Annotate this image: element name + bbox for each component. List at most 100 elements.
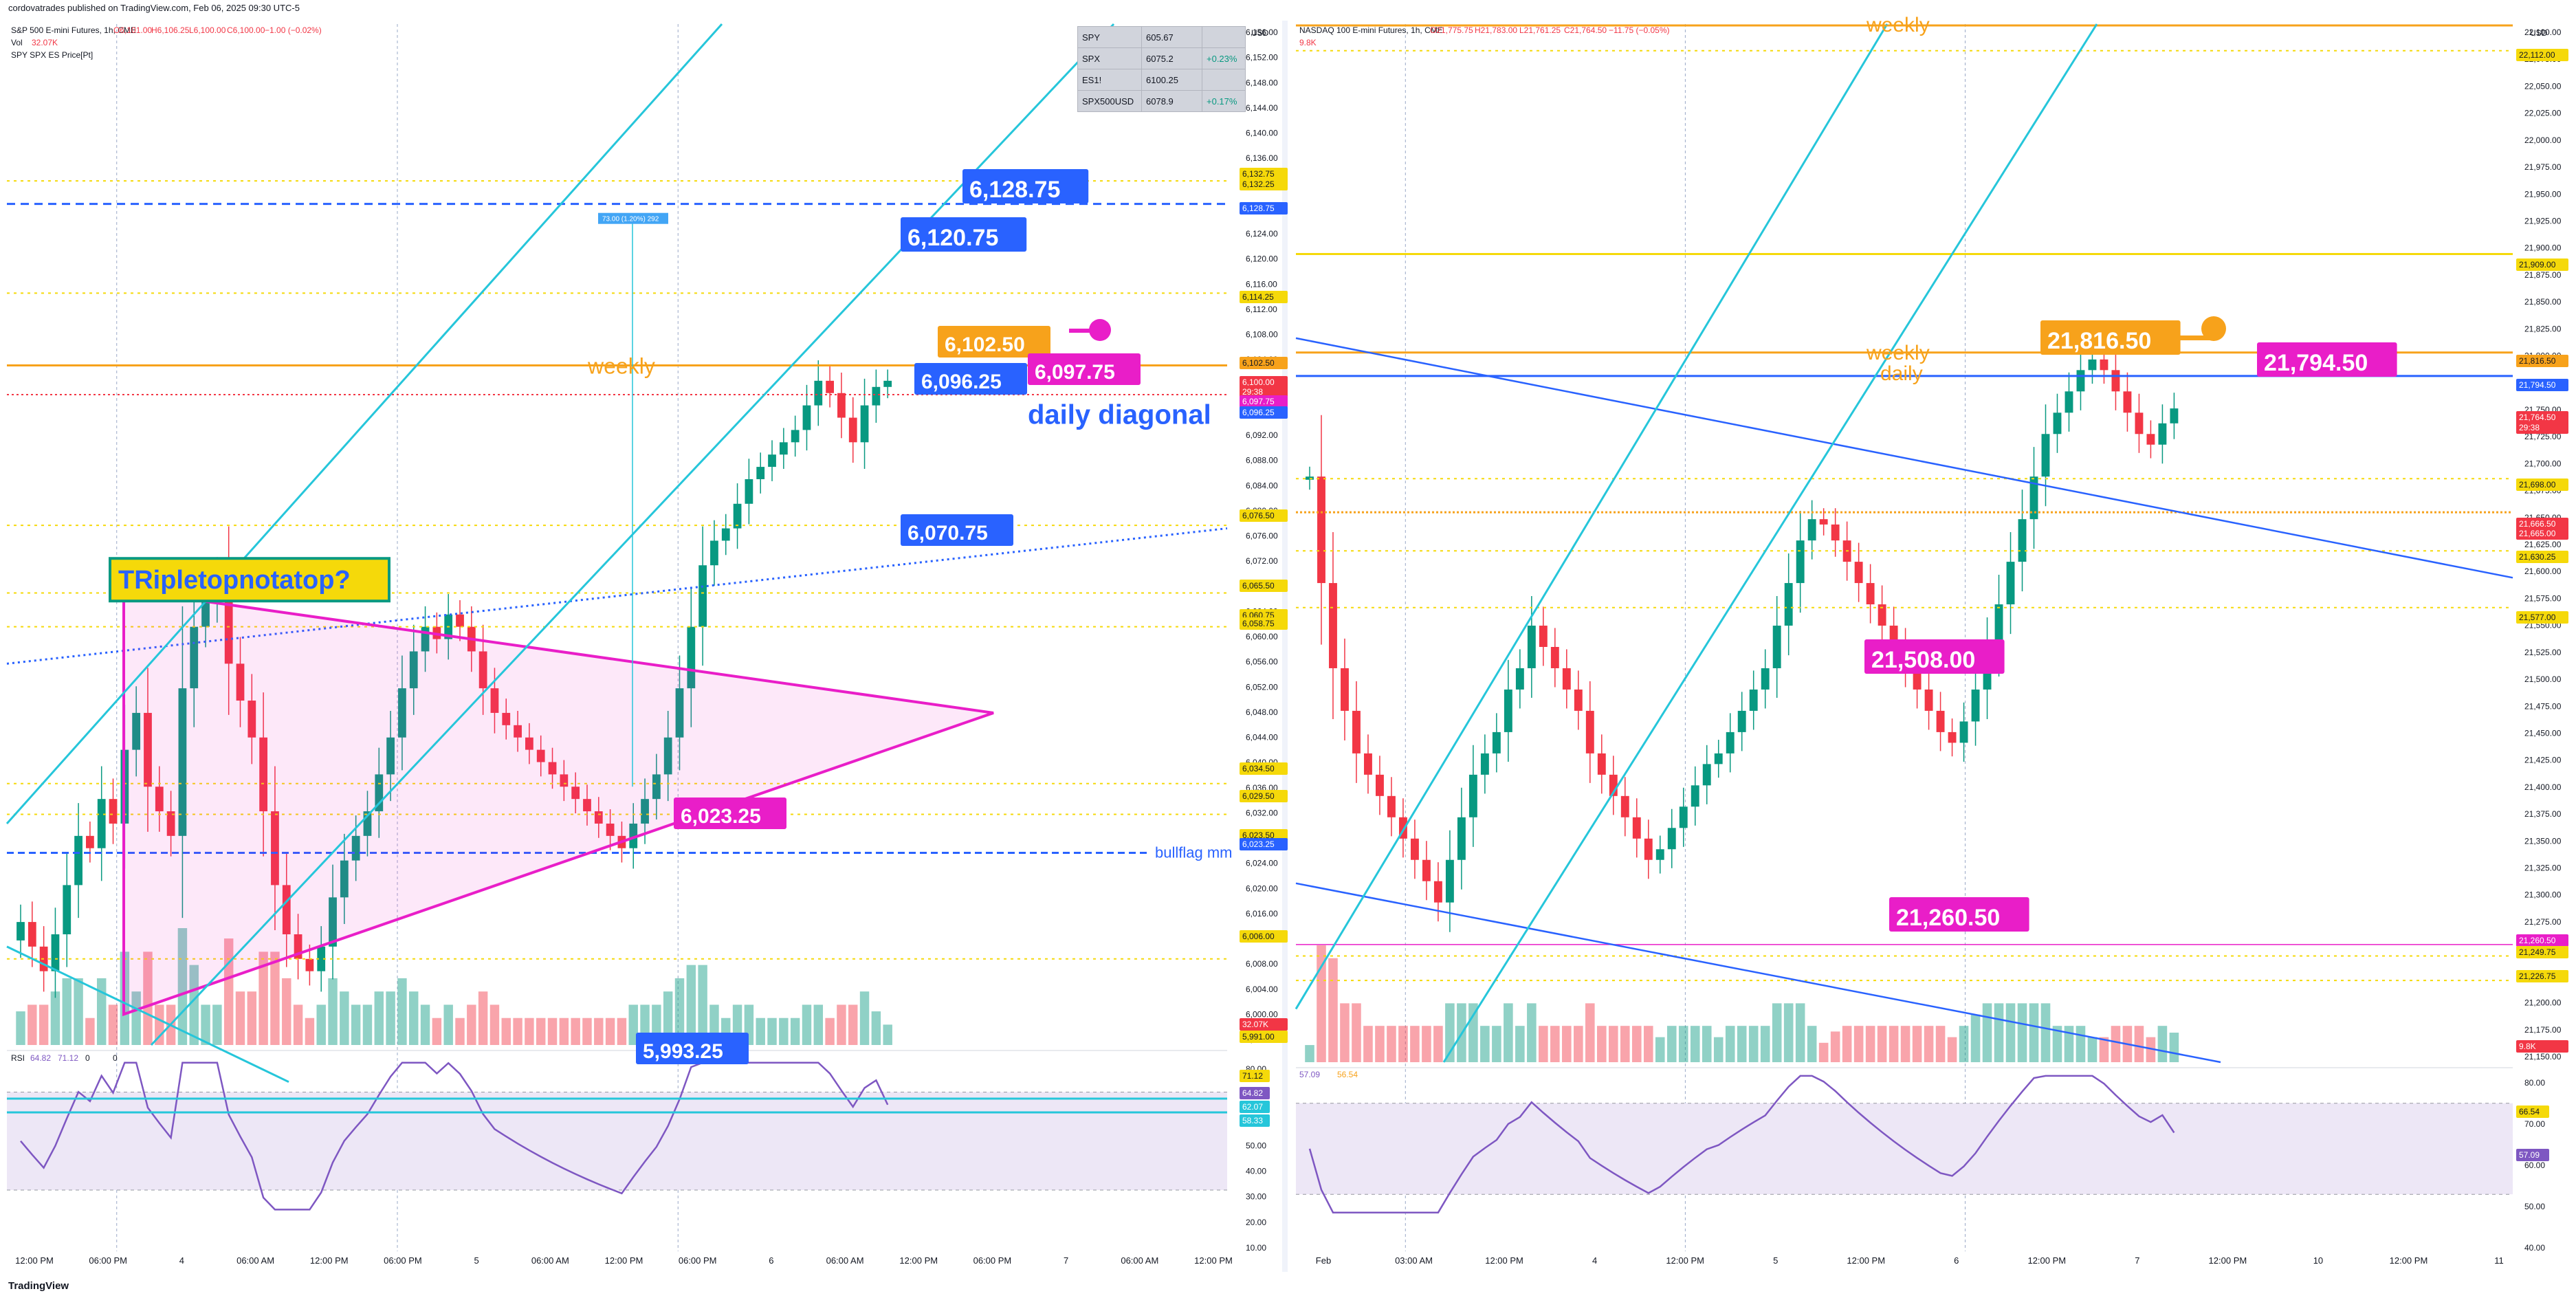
left-price-badge-0-bg	[1240, 168, 1288, 180]
right-volume-bar	[1422, 1026, 1431, 1062]
right-volume-bar	[1818, 1042, 1829, 1062]
left-candle	[224, 578, 233, 664]
right-candle	[1796, 540, 1805, 584]
right-volume-bar	[2111, 1026, 2121, 1062]
right-candle	[2041, 434, 2050, 477]
right-price-badge-7: 21,666.50	[2519, 519, 2556, 529]
right-volume-bar	[2099, 1037, 2109, 1062]
left-volume-bar	[374, 991, 384, 1045]
left-weekly-label: weekly	[587, 353, 655, 378]
left-candle	[583, 799, 591, 812]
right-label-21794-bg	[2257, 342, 2397, 377]
right-candle	[2135, 412, 2144, 434]
left-candle	[502, 712, 511, 725]
right-candle	[1609, 774, 1618, 796]
left-candle	[282, 885, 291, 934]
left-ohlc-1: H6,106.25	[151, 25, 190, 35]
left-rsi-badge-1-bg	[1240, 1087, 1270, 1099]
left-time-label: 06:00 AM	[531, 1255, 569, 1266]
left-candle	[305, 958, 314, 971]
right-time-label: 12:00 PM	[1847, 1255, 1885, 1266]
left-price-tick: 6,020.00	[1246, 883, 1278, 893]
right-channel-lower	[1442, 23, 2098, 1063]
left-price-badge-2-bg	[1240, 202, 1288, 214]
right-price-tick: 22,000.00	[2524, 135, 2562, 145]
left-volume-bar	[848, 1004, 858, 1045]
right-price-badge-3: 21,794.50	[2519, 380, 2556, 390]
right-candle	[1679, 806, 1688, 828]
left-candle	[271, 811, 279, 886]
comparison-cell	[1202, 69, 1246, 91]
right-volume-bar	[1643, 1026, 1653, 1062]
left-candle	[652, 774, 661, 800]
right-candle	[1632, 817, 1641, 839]
left-ohlc-0: O6,101.00	[113, 25, 152, 35]
left-volume-bar	[617, 1018, 627, 1045]
left-price-badge-3: 6,114.25	[1242, 292, 1274, 302]
left-candle	[398, 688, 406, 738]
right-volume-bar	[1608, 1026, 1618, 1062]
right-time-label: 10	[2313, 1255, 2323, 1266]
right-price-badge-1: 21,909.00	[2519, 260, 2556, 270]
right-price-badge-6-bg	[2516, 478, 2568, 491]
left-rsi-tick: 30.00	[1246, 1192, 1266, 1202]
right-volume-bar	[1340, 1003, 1350, 1062]
left-candle	[698, 565, 707, 627]
right-candle	[1866, 583, 1875, 605]
right-volume-bar	[1597, 1026, 1607, 1062]
left-price-tick: 6,124.00	[1246, 229, 1278, 239]
right-price-tick: 21,450.00	[2524, 728, 2562, 738]
left-volume-bar	[305, 1018, 315, 1045]
right-price-badge-7-bg	[2516, 518, 2568, 530]
left-time-label: 6	[769, 1255, 773, 1266]
right-volume-bar	[1737, 1026, 1747, 1062]
right-price-badge-12-bg	[2516, 946, 2568, 958]
right-volume-bar	[1410, 1026, 1420, 1062]
right-time-label: 12:00 PM	[1666, 1255, 1704, 1266]
right-price-tick: 21,175.00	[2524, 1025, 2562, 1035]
left-price-badge-16: 6,023.25	[1242, 839, 1275, 849]
left-time-label: 12:00 PM	[310, 1255, 349, 1266]
left-time-label: 4	[179, 1255, 184, 1266]
right-candle	[1726, 732, 1735, 754]
right-time-label: 12:00 PM	[1485, 1255, 1523, 1266]
left-volume-bar	[143, 952, 153, 1045]
left-label-6070-bg	[901, 514, 1013, 546]
right-rsi-line	[1308, 1075, 2175, 1213]
right-rsi-badge-0-bg	[2516, 1106, 2549, 1118]
right-volume-bar	[1328, 958, 1338, 1062]
left-price-tick: 6,044.00	[1246, 733, 1278, 742]
left-price-tick: 6,052.00	[1246, 682, 1278, 692]
left-volume-bar	[571, 1018, 580, 1045]
left-volume-bar	[594, 1018, 604, 1045]
left-rsi-badge-3-bg	[1240, 1114, 1270, 1127]
right-price-tick: 21,150.00	[2524, 1052, 2562, 1062]
right-key-shaft-icon	[2179, 336, 2211, 340]
right-volume-bar	[1550, 1026, 1560, 1062]
right-ohlc-1: H21,783.00	[1475, 25, 1517, 35]
left-candle	[201, 602, 210, 627]
right-candle	[1807, 519, 1816, 541]
right-weekly-label: weekly	[1866, 342, 1930, 364]
left-rsi-tick: 20.00	[1246, 1218, 1266, 1227]
right-volume-bar	[1631, 1026, 1642, 1062]
right-volume-bar	[1760, 1026, 1770, 1062]
right-price-badge-3-bg	[2516, 379, 2568, 391]
right-label-21816-bg	[2040, 320, 2181, 355]
left-candle	[571, 786, 580, 800]
right-candle	[1504, 689, 1512, 732]
left-price-badge-15: 6,023.50	[1242, 830, 1275, 840]
left-volume-bar	[258, 952, 268, 1045]
comparison-cell: 6100.25	[1141, 69, 1202, 91]
left-label-5993: 5,993.25	[643, 1040, 723, 1063]
left-label-6097: 6,097.75	[1035, 361, 1115, 384]
left-volume-bar	[38, 1004, 49, 1045]
right-candle	[1422, 859, 1431, 881]
left-rsi-band	[7, 1092, 1227, 1190]
right-time-label: 5	[1773, 1255, 1778, 1266]
right-price-badge-4: 21,764.50	[2519, 412, 2556, 422]
left-candle	[490, 688, 499, 713]
right-price-badge-8: 21,665.00	[2519, 529, 2556, 538]
right-candle	[1562, 668, 1571, 690]
left-label-6128: 6,128.75	[969, 177, 1060, 203]
